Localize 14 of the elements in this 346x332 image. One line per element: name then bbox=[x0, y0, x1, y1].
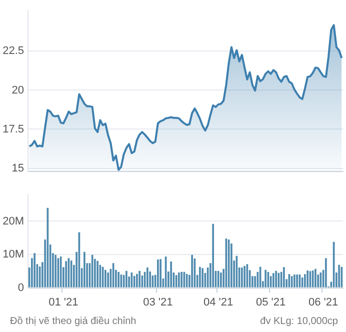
y-tick-label: 17.5 bbox=[2, 123, 24, 136]
y-tick-label: 20 bbox=[12, 84, 24, 96]
x-tick-label: 04 '21 bbox=[203, 296, 234, 308]
y-tick-label: 15 bbox=[12, 162, 24, 174]
y-tick-label: 10M bbox=[2, 248, 24, 261]
x-tick-label: 03 '21 bbox=[143, 296, 173, 308]
x-tick-label: 01 '21 bbox=[48, 296, 78, 308]
y-tick-label: 20M bbox=[2, 215, 24, 228]
text: Đồ thị vẽ theo giá điều chỉnh bbox=[10, 316, 136, 327]
x-tick-label: 05 '21 bbox=[256, 296, 286, 308]
text: đv KLg: 10,000cp bbox=[260, 316, 338, 327]
y-tick-label: 22.5 bbox=[2, 45, 24, 58]
y-tick-label: 0 bbox=[18, 282, 24, 294]
x-tick-label: 06 '21 bbox=[308, 296, 338, 308]
